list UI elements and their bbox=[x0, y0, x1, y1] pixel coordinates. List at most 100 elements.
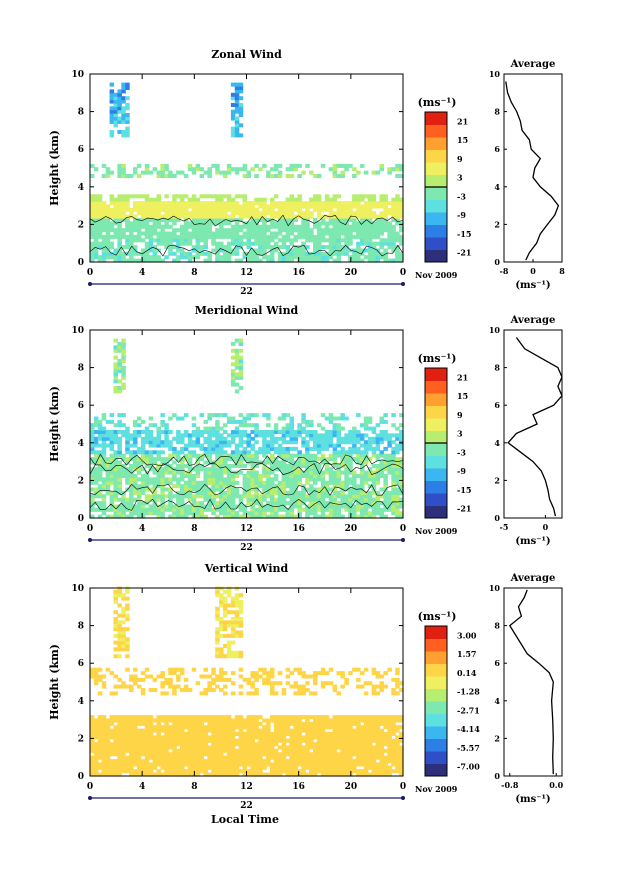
zero-contour bbox=[89, 453, 404, 466]
heatmap-cell bbox=[140, 474, 146, 478]
heatmap-cell bbox=[97, 504, 103, 509]
heatmap-cell bbox=[136, 467, 142, 472]
heatmap-cell bbox=[164, 241, 169, 246]
heatmap-cell bbox=[234, 650, 240, 655]
heatmap-cell bbox=[266, 170, 271, 175]
heatmap-cell bbox=[230, 765, 236, 770]
heatmap-cell bbox=[223, 423, 228, 428]
heatmap-cell bbox=[172, 745, 177, 750]
heatmap-cell bbox=[215, 255, 220, 260]
heatmap-cell bbox=[313, 443, 318, 448]
heatmap-cell bbox=[332, 450, 338, 455]
heatmap-cell bbox=[367, 497, 373, 502]
heatmap-cell bbox=[168, 440, 173, 445]
heatmap-cell bbox=[250, 453, 255, 458]
heatmap-cell bbox=[281, 218, 287, 222]
heatmap-cell bbox=[199, 248, 204, 253]
heatmap-cell bbox=[297, 725, 302, 730]
heatmap-cell bbox=[254, 238, 259, 243]
heatmap-cell bbox=[234, 109, 240, 114]
heatmap-cell bbox=[273, 490, 279, 495]
heatmap-cell bbox=[113, 211, 118, 216]
heatmap-cell bbox=[203, 725, 208, 730]
heatmap-cell bbox=[391, 214, 396, 219]
heatmap-cell bbox=[207, 480, 212, 485]
heatmap-cell bbox=[90, 769, 95, 774]
heatmap-cell bbox=[332, 762, 338, 767]
heatmap-cell bbox=[121, 174, 126, 178]
heatmap-cell bbox=[180, 416, 185, 421]
x-tick-label: 16 bbox=[292, 524, 305, 534]
heatmap-cell bbox=[121, 457, 126, 462]
heatmap-cell bbox=[121, 647, 126, 652]
heatmap-cell bbox=[164, 477, 169, 482]
heatmap-cell bbox=[136, 748, 142, 753]
heatmap-cell bbox=[125, 241, 130, 246]
heatmap-cell bbox=[320, 765, 326, 770]
heatmap-cell bbox=[238, 460, 244, 465]
heatmap-cell bbox=[313, 742, 318, 747]
heatmap-cell bbox=[219, 620, 224, 625]
heatmap-cell bbox=[117, 369, 122, 374]
colorbar-segment bbox=[425, 224, 447, 238]
heatmap-cell bbox=[379, 436, 384, 441]
heatmap-cell bbox=[336, 234, 341, 239]
heatmap-cell bbox=[113, 207, 118, 212]
average-x-tick-label: 0 bbox=[530, 266, 536, 276]
heatmap-cell bbox=[121, 99, 126, 104]
heatmap-cell bbox=[90, 221, 95, 226]
heatmap-cell bbox=[352, 511, 357, 516]
heatmap-cell bbox=[148, 430, 154, 434]
heatmap-cell bbox=[97, 721, 103, 726]
heatmap-cell bbox=[340, 450, 345, 455]
heatmap-cell bbox=[195, 231, 201, 236]
heatmap-cell bbox=[207, 759, 212, 764]
heatmap-cell bbox=[387, 453, 392, 458]
heatmap-cell bbox=[246, 759, 251, 764]
heatmap-cell bbox=[324, 769, 330, 774]
heatmap-cell bbox=[152, 688, 158, 692]
heatmap-cell bbox=[293, 755, 298, 760]
heatmap-cell bbox=[258, 450, 263, 455]
heatmap-cell bbox=[379, 231, 384, 236]
heatmap-cell bbox=[301, 231, 306, 236]
heatmap-cell bbox=[156, 194, 161, 199]
heatmap-cell bbox=[391, 463, 396, 468]
heatmap-cell bbox=[125, 497, 130, 502]
heatmap-cell bbox=[352, 218, 357, 222]
heatmap-cell bbox=[250, 214, 255, 219]
heatmap-cell bbox=[383, 501, 388, 506]
heatmap-cell bbox=[136, 221, 142, 226]
heatmap-cell bbox=[309, 467, 314, 472]
heatmap-cell bbox=[191, 218, 197, 222]
heatmap-cell bbox=[242, 759, 248, 764]
heatmap-cell bbox=[90, 494, 95, 499]
heatmap-cell bbox=[140, 745, 146, 750]
heatmap-cell bbox=[203, 238, 208, 243]
heatmap-cell bbox=[344, 218, 349, 222]
heatmap-cell bbox=[125, 218, 130, 222]
heatmap-cell bbox=[226, 440, 232, 445]
heatmap-cell bbox=[367, 238, 373, 243]
heatmap-cell bbox=[324, 755, 330, 760]
heatmap-cell bbox=[117, 738, 122, 743]
heatmap-cell bbox=[215, 504, 220, 509]
heatmap-cell bbox=[285, 494, 291, 499]
heatmap-cell bbox=[230, 484, 236, 489]
heatmap-cell bbox=[125, 106, 130, 111]
heatmap-cell bbox=[117, 732, 122, 736]
heatmap-cell bbox=[293, 490, 298, 495]
heatmap-cell bbox=[289, 745, 294, 750]
heatmap-cell bbox=[399, 484, 404, 489]
heatmap-cell bbox=[90, 745, 95, 750]
heatmap-cell bbox=[356, 228, 361, 233]
heatmap-cell bbox=[113, 742, 118, 747]
heatmap-cell bbox=[246, 480, 251, 485]
heatmap-cell bbox=[352, 228, 357, 233]
heatmap-cell bbox=[219, 467, 224, 472]
heatmap-cell bbox=[90, 718, 95, 723]
heatmap-cell bbox=[262, 450, 267, 455]
heatmap-cell bbox=[105, 245, 111, 250]
heatmap-cell bbox=[187, 251, 193, 256]
heatmap-cell bbox=[324, 207, 330, 212]
